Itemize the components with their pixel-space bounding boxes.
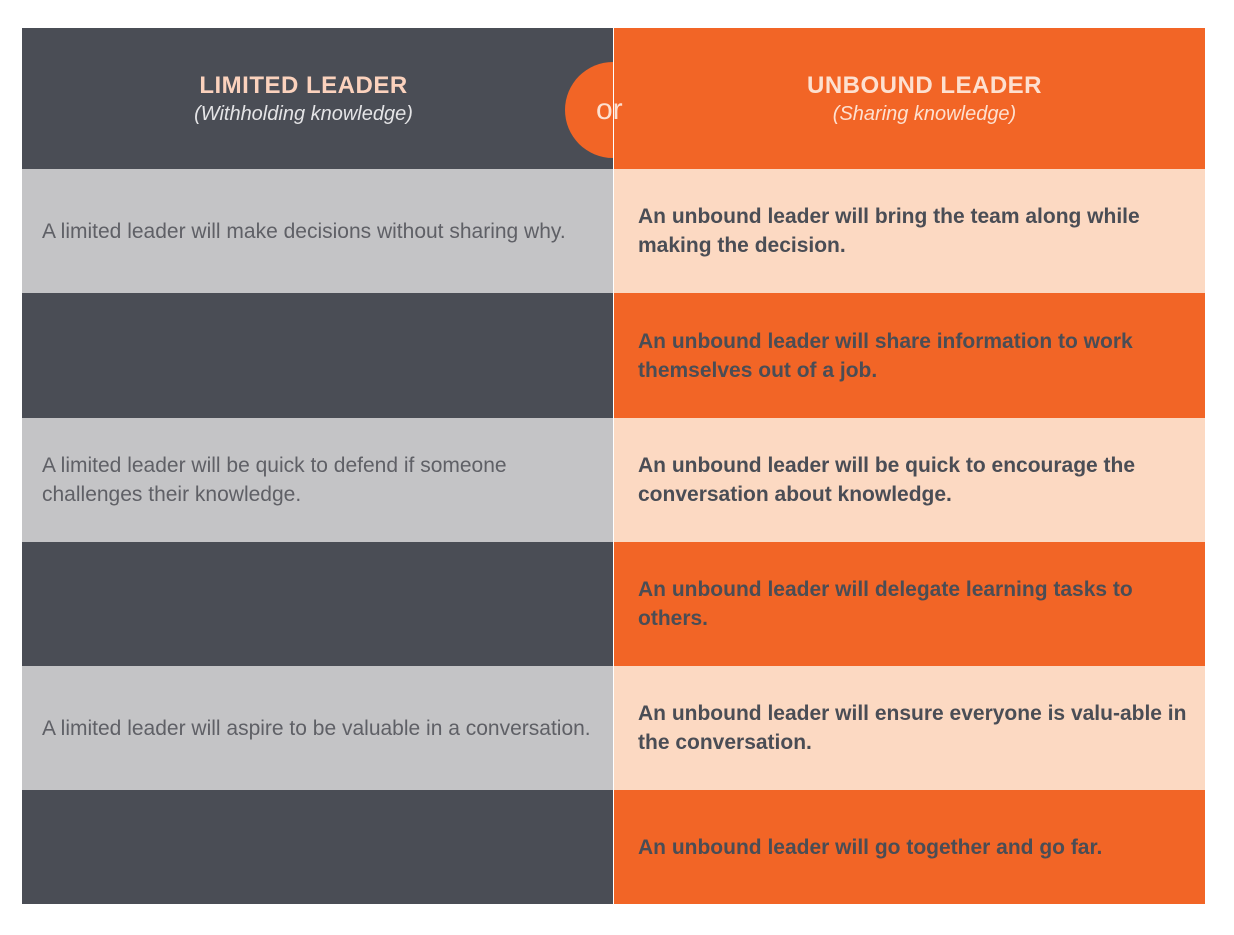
limited-row-4 bbox=[22, 542, 613, 666]
unbound-row-2: An unbound leader will share information… bbox=[614, 293, 1205, 418]
or-label: or bbox=[596, 93, 623, 126]
limited-row-2 bbox=[22, 293, 613, 418]
unbound-leader-header: UNBOUND LEADER (Sharing knowledge) bbox=[614, 28, 1205, 169]
unbound-row-1: An unbound leader will bring the team al… bbox=[614, 169, 1205, 293]
limited-row-6 bbox=[22, 790, 613, 904]
unbound-row-3: An unbound leader will be quick to encou… bbox=[614, 418, 1205, 542]
unbound-row-4: An unbound leader will delegate learning… bbox=[614, 542, 1205, 666]
unbound-row-6: An unbound leader will go together and g… bbox=[614, 790, 1205, 904]
limited-leader-header: LIMITED LEADER (Withholding knowledge) bbox=[22, 28, 613, 169]
unbound-row-1-text: An unbound leader will bring the team al… bbox=[638, 205, 1140, 257]
limited-leader-title: LIMITED LEADER bbox=[199, 71, 408, 99]
limited-row-3-text: A limited leader will be quick to defend… bbox=[42, 454, 507, 506]
comparison-table: LIMITED LEADER (Withholding knowledge) A… bbox=[22, 28, 1205, 904]
limited-row-1-text: A limited leader will make decisions wit… bbox=[42, 219, 566, 243]
unbound-leader-column: UNBOUND LEADER (Sharing knowledge) An un… bbox=[614, 28, 1205, 904]
unbound-row-5-text: An unbound leader will ensure everyone i… bbox=[638, 702, 1187, 754]
unbound-leader-subtitle: (Sharing knowledge) bbox=[832, 102, 1017, 125]
limited-row-1: A limited leader will make decisions wit… bbox=[22, 169, 613, 293]
limited-row-3: A limited leader will be quick to defend… bbox=[22, 418, 613, 542]
limited-leader-subtitle: (Withholding knowledge) bbox=[194, 102, 413, 125]
unbound-row-3-text: An unbound leader will be quick to encou… bbox=[638, 454, 1136, 506]
limited-row-5: A limited leader will aspire to be valua… bbox=[22, 666, 613, 790]
limited-leader-column: LIMITED LEADER (Withholding knowledge) A… bbox=[22, 28, 613, 904]
unbound-leader-title: UNBOUND LEADER bbox=[807, 71, 1042, 99]
unbound-row-5: An unbound leader will ensure everyone i… bbox=[614, 666, 1205, 790]
unbound-row-4-text: An unbound leader will delegate learning… bbox=[638, 578, 1133, 630]
unbound-row-2-text: An unbound leader will share information… bbox=[638, 329, 1133, 382]
limited-row-5-text: A limited leader will aspire to be valua… bbox=[42, 716, 591, 740]
unbound-row-6-text: An unbound leader will go together and g… bbox=[638, 835, 1103, 859]
column-divider bbox=[613, 28, 614, 904]
